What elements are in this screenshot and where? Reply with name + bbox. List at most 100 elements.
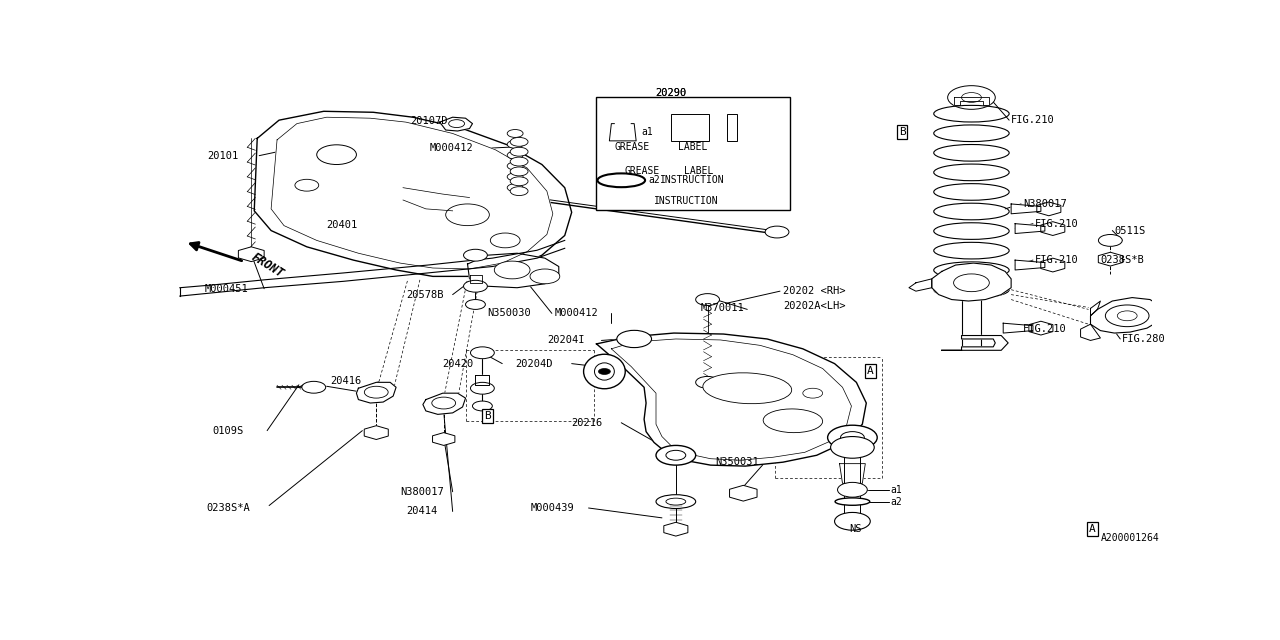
Circle shape [472, 401, 493, 411]
Circle shape [507, 173, 524, 180]
Circle shape [471, 347, 494, 358]
Polygon shape [596, 333, 867, 466]
Circle shape [765, 226, 788, 238]
Ellipse shape [617, 330, 652, 348]
Circle shape [803, 388, 823, 398]
Circle shape [507, 129, 524, 138]
Text: 20290: 20290 [655, 88, 686, 97]
Text: 20202A<LH>: 20202A<LH> [783, 301, 846, 311]
Polygon shape [1015, 260, 1044, 270]
Text: GREASE: GREASE [614, 142, 649, 152]
Text: 0238S*A: 0238S*A [206, 503, 251, 513]
Circle shape [831, 436, 874, 458]
Polygon shape [1015, 223, 1044, 234]
Text: 0238S*B: 0238S*B [1101, 255, 1144, 265]
Circle shape [511, 177, 529, 186]
Circle shape [490, 233, 520, 248]
Polygon shape [440, 117, 472, 131]
Polygon shape [845, 445, 860, 522]
Polygon shape [840, 463, 865, 483]
Polygon shape [255, 111, 572, 276]
Text: N350031: N350031 [716, 457, 759, 467]
Text: M000451: M000451 [205, 284, 248, 294]
Polygon shape [179, 241, 564, 296]
Text: LABEL: LABEL [678, 142, 707, 152]
Circle shape [828, 425, 877, 450]
Text: LABEL: LABEL [684, 166, 713, 177]
Text: N380017: N380017 [401, 487, 444, 497]
Polygon shape [1080, 324, 1101, 340]
Text: M000412: M000412 [430, 143, 474, 153]
Ellipse shape [703, 373, 791, 404]
Polygon shape [271, 117, 553, 269]
Polygon shape [932, 263, 1011, 301]
Text: 0511S: 0511S [1115, 225, 1146, 236]
Circle shape [961, 93, 982, 102]
Circle shape [445, 204, 489, 226]
Ellipse shape [594, 363, 614, 380]
Text: GREASE: GREASE [625, 166, 659, 177]
Circle shape [947, 86, 996, 109]
Circle shape [494, 261, 530, 279]
Text: B: B [899, 127, 905, 137]
Circle shape [837, 483, 868, 497]
Polygon shape [909, 279, 932, 291]
Text: 20204D: 20204D [515, 358, 553, 369]
Text: INSTRUCTION: INSTRUCTION [654, 196, 718, 206]
Circle shape [835, 513, 870, 530]
Ellipse shape [657, 495, 696, 509]
Ellipse shape [584, 355, 625, 388]
Bar [727, 114, 737, 141]
Ellipse shape [763, 409, 823, 433]
Circle shape [302, 381, 325, 393]
Circle shape [511, 138, 529, 147]
Polygon shape [1091, 298, 1162, 333]
Circle shape [449, 120, 465, 127]
Text: M370011: M370011 [700, 303, 745, 314]
Text: A200001264: A200001264 [1101, 532, 1160, 543]
Polygon shape [475, 375, 489, 385]
Circle shape [316, 145, 356, 164]
Text: 20420: 20420 [443, 358, 474, 369]
Text: 20401: 20401 [326, 220, 358, 230]
Text: 20578B: 20578B [406, 290, 443, 300]
Text: 20101: 20101 [207, 150, 239, 161]
Text: 20202 <RH>: 20202 <RH> [783, 286, 846, 296]
Text: FRONT: FRONT [250, 250, 287, 280]
Text: B: B [484, 411, 490, 421]
Polygon shape [470, 275, 483, 283]
Text: 20216: 20216 [572, 418, 603, 428]
Polygon shape [1091, 301, 1101, 316]
Text: N350030: N350030 [488, 308, 531, 318]
Circle shape [599, 369, 611, 374]
Polygon shape [954, 97, 989, 106]
Bar [961, 286, 982, 348]
Text: FIG.210: FIG.210 [1011, 115, 1055, 125]
Text: N380017: N380017 [1023, 199, 1066, 209]
Polygon shape [467, 253, 559, 288]
Circle shape [365, 387, 388, 398]
Circle shape [696, 294, 719, 305]
Circle shape [1117, 311, 1137, 321]
Text: 0109S: 0109S [212, 426, 243, 436]
Text: 20414: 20414 [406, 506, 438, 516]
Circle shape [954, 274, 989, 292]
Text: a2: a2 [890, 497, 902, 507]
Polygon shape [942, 335, 1009, 350]
Ellipse shape [598, 173, 645, 187]
Text: M000439: M000439 [531, 503, 575, 513]
Ellipse shape [657, 445, 696, 465]
Polygon shape [422, 393, 466, 414]
Circle shape [431, 397, 456, 409]
Text: a1: a1 [641, 127, 653, 137]
Text: A: A [867, 367, 874, 376]
Text: a1: a1 [890, 484, 902, 495]
Text: FIG.210: FIG.210 [1036, 255, 1079, 265]
Text: FIG.210: FIG.210 [1036, 219, 1079, 228]
Circle shape [463, 249, 488, 261]
Polygon shape [612, 339, 851, 460]
Circle shape [463, 280, 488, 292]
Circle shape [511, 167, 529, 176]
Text: FIG.280: FIG.280 [1123, 334, 1166, 344]
Text: M000412: M000412 [554, 308, 599, 318]
